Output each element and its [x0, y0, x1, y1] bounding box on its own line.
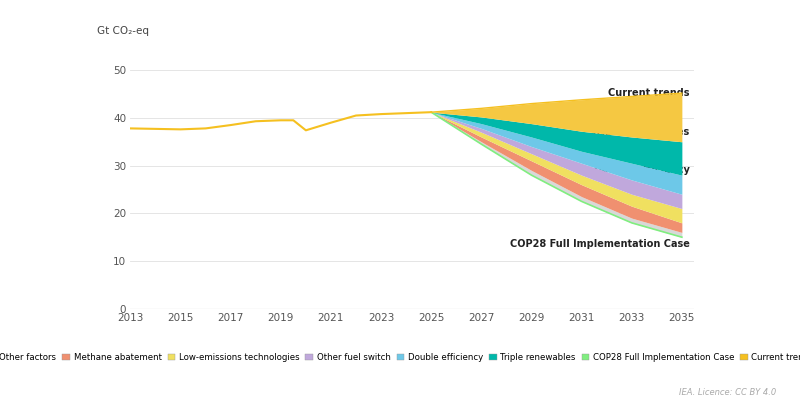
Text: Double efficiency: Double efficiency: [594, 165, 690, 176]
Text: Gt CO₂-eq: Gt CO₂-eq: [97, 26, 149, 36]
Text: COP28 Full Implementation Case: COP28 Full Implementation Case: [510, 239, 690, 249]
Text: Triple renewables: Triple renewables: [591, 127, 690, 137]
Text: Current trends: Current trends: [608, 88, 690, 98]
Legend: Other factors, Methane abatement, Low-emissions technologies, Other fuel switch,: Other factors, Methane abatement, Low-em…: [0, 353, 800, 362]
Text: IEA. Licence: CC BY 4.0: IEA. Licence: CC BY 4.0: [678, 388, 776, 397]
